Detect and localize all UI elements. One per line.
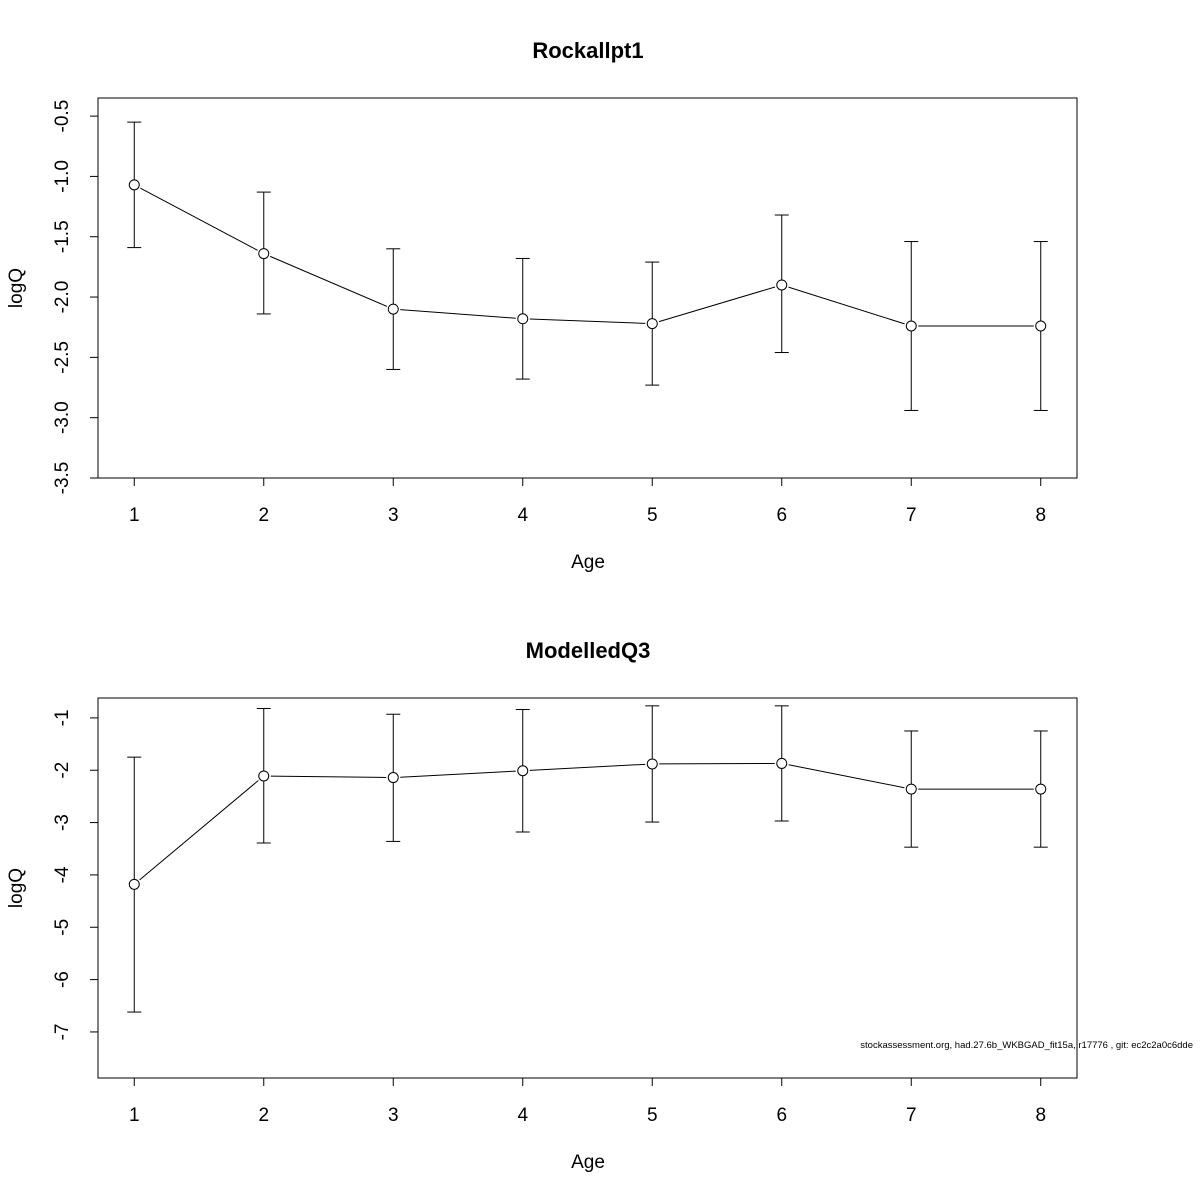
- y-tick-label: -6: [52, 971, 73, 988]
- data-point: [776, 279, 788, 291]
- series-line-segment: [400, 770, 516, 778]
- y-axis-label: logQ: [6, 868, 27, 908]
- series-line-segment: [400, 309, 516, 319]
- y-tick-label: -3.0: [52, 401, 73, 434]
- data-series: [127, 121, 1048, 411]
- chart-title: Rockallpt1: [532, 38, 643, 63]
- data-point: [1035, 783, 1047, 795]
- x-axis-label: Age: [571, 552, 605, 573]
- footer-credit: stockassessment.org, had.27.6b_WKBGAD_fi…: [860, 1040, 1193, 1051]
- y-tick-label: -5: [52, 919, 73, 936]
- y-tick-label: -1.5: [52, 220, 73, 253]
- x-tick-label: 7: [906, 1105, 917, 1126]
- y-tick-label: -3: [52, 814, 73, 831]
- x-tick-label: 3: [388, 1105, 399, 1126]
- x-tick-label: 8: [1035, 505, 1046, 526]
- data-point: [258, 770, 270, 782]
- chart-panel-rockallpt1: Rockallpt1 Age logQ 1 2 3 4 5 6 7 8 -3.5 -3.0 -2.…: [6, 38, 1078, 573]
- y-tick-label: -2: [52, 762, 73, 779]
- x-tick-label: 4: [517, 1105, 528, 1126]
- y-axis: -3.5 -3.0 -2.5 -2.0 -1.5 -1.0 -0.5: [52, 100, 98, 495]
- x-tick-label: 1: [129, 505, 140, 526]
- data-point: [258, 248, 270, 260]
- y-tick-label: -2.0: [52, 281, 73, 314]
- x-tick-label: 6: [776, 1105, 787, 1126]
- y-tick-label: -1.0: [52, 160, 73, 193]
- data-point: [387, 303, 399, 315]
- x-axis: 1 2 3 4 5 6 7 8: [129, 478, 1046, 526]
- data-point: [128, 878, 140, 890]
- plot-frame: [97, 697, 1078, 1079]
- data-point: [646, 318, 658, 330]
- data-point: [1035, 320, 1047, 332]
- x-tick-label: 3: [388, 505, 399, 526]
- y-tick-label: -7: [52, 1023, 73, 1040]
- x-tick-label: 2: [258, 505, 269, 526]
- y-tick-label: -1: [52, 709, 73, 726]
- data-series: [127, 705, 1048, 1013]
- y-axis-label: logQ: [6, 268, 27, 308]
- y-axis: -7 -6 -5 -4 -3 -2 -1: [52, 709, 98, 1040]
- x-tick-label: 2: [258, 1105, 269, 1126]
- y-tick-label: -2.5: [52, 341, 73, 374]
- x-tick-label: 4: [517, 505, 528, 526]
- chart-title: ModelledQ3: [526, 638, 651, 663]
- x-axis: 1 2 3 4 5 6 7 8: [129, 1078, 1046, 1126]
- data-point: [517, 765, 529, 777]
- data-point: [905, 320, 917, 332]
- data-point: [128, 179, 140, 191]
- x-tick-label: 5: [647, 1105, 658, 1126]
- x-tick-label: 7: [906, 505, 917, 526]
- series-line-segment: [270, 775, 387, 778]
- data-point: [646, 758, 658, 770]
- plot-frame: [97, 97, 1078, 479]
- x-tick-label: 5: [647, 505, 658, 526]
- data-point: [387, 772, 399, 784]
- y-tick-label: -4: [52, 866, 73, 883]
- series-line-segment: [269, 255, 388, 307]
- x-tick-label: 8: [1035, 1105, 1046, 1126]
- series-line-segment: [529, 318, 646, 324]
- series-line-segment: [140, 187, 258, 251]
- x-axis-label: Age: [571, 1152, 605, 1173]
- series-line-segment: [139, 780, 259, 881]
- data-point: [905, 783, 917, 795]
- x-tick-label: 1: [129, 1105, 140, 1126]
- y-tick-label: -0.5: [52, 100, 73, 133]
- x-tick-label: 6: [776, 505, 787, 526]
- data-point: [776, 757, 788, 769]
- y-tick-label: -3.5: [52, 462, 73, 495]
- series-line-segment: [788, 286, 905, 325]
- series-line-segment: [529, 763, 646, 771]
- series-line-segment: [658, 286, 776, 323]
- data-point: [517, 313, 529, 325]
- series-line-segment: [788, 764, 905, 789]
